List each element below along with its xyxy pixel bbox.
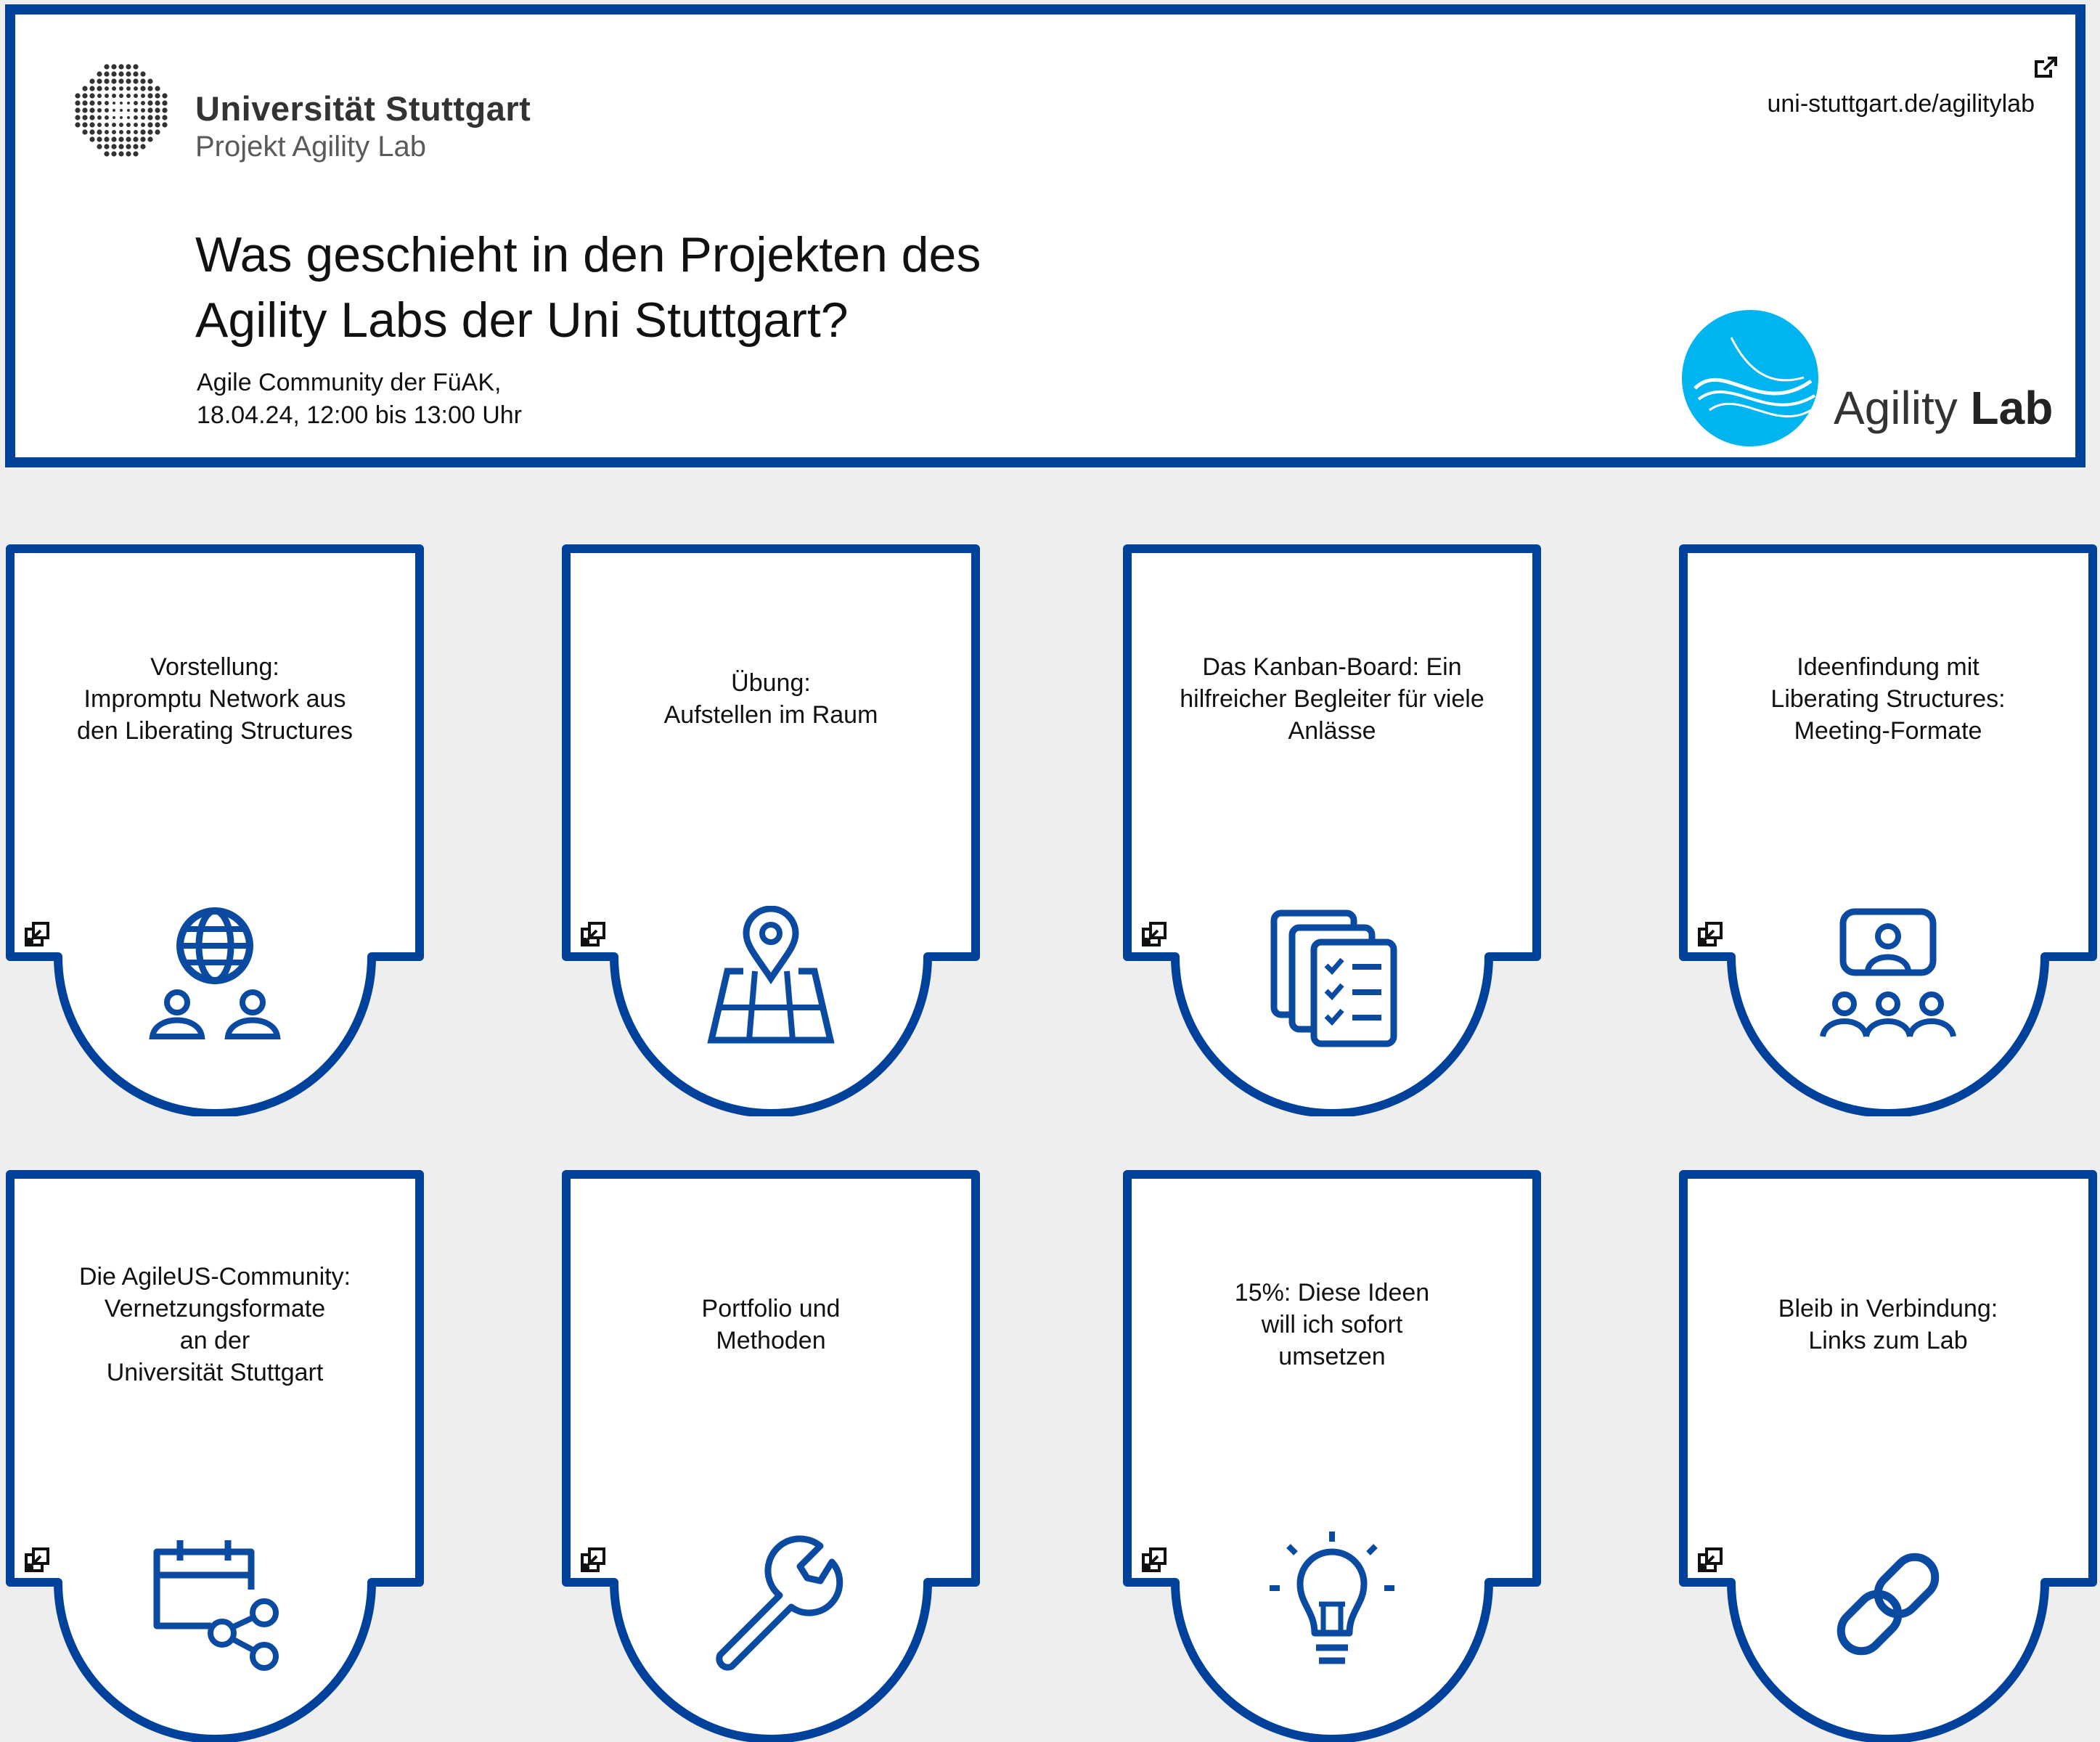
card-4[interactable]: Ideenfindung mit Liberating Structures: Me… <box>1678 543 2099 1116</box>
meeting-icon <box>1820 908 1956 1038</box>
card-label-line: umsetzen <box>1278 1343 1386 1370</box>
open-link-icon[interactable] <box>23 1546 51 1574</box>
calendar-share-icon <box>153 1540 279 1671</box>
card-label-line: Anlässe <box>1288 717 1376 745</box>
event-date: 18.04.24, 12:00 bis 13:00 Uhr <box>197 401 522 429</box>
card-label-line: Links zum Lab <box>1808 1327 1968 1354</box>
card-6[interactable]: Portfolio und Methoden <box>560 1169 981 1742</box>
card-label: Bleib in Verbindung: Links zum Lab <box>1714 1293 2062 1357</box>
university-logo-icon <box>75 64 168 157</box>
card-label: Portfolio und Methoden <box>597 1293 945 1357</box>
card-shape <box>1679 544 2097 1116</box>
wrench-icon <box>716 1535 843 1671</box>
card-label: Das Kanban-Board: Ein hilfreicher Begleit… <box>1158 651 1506 747</box>
card-1[interactable]: Vorstellung: Impromptu Network aus den Lib… <box>4 543 425 1116</box>
lab-url-link[interactable]: uni-stuttgart.de/agilitylab <box>1767 90 2035 118</box>
checklist-icon <box>1270 909 1397 1047</box>
card-label: Übung: Aufstellen im Raum <box>597 667 945 731</box>
lightbulb-icon <box>1270 1532 1394 1664</box>
card-label-line: Vorstellung: <box>150 653 279 681</box>
card-3[interactable]: Das Kanban-Board: Ein hilfreicher Begleit… <box>1122 543 1543 1116</box>
card-label: Die AgileUS-Community: Vernetzungsformate… <box>41 1261 389 1389</box>
external-link-icon[interactable] <box>2034 55 2059 80</box>
card-shape <box>6 544 424 1116</box>
open-link-icon[interactable] <box>579 1546 607 1574</box>
logo-word-lab: Lab <box>1970 382 2054 434</box>
header-banner: Universität Stuttgart Projekt Agility La… <box>5 4 2085 467</box>
card-label-line: Das Kanban-Board: Ein <box>1202 653 1462 681</box>
link-icon <box>1837 1553 1940 1656</box>
card-5[interactable]: Die AgileUS-Community: Vernetzungsformate… <box>4 1169 425 1742</box>
open-link-icon[interactable] <box>579 920 607 948</box>
open-link-icon[interactable] <box>23 920 51 948</box>
card-2[interactable]: Übung: Aufstellen im Raum <box>560 543 981 1116</box>
card-label-line: an der <box>179 1327 250 1354</box>
card-label-line: Meeting-Formate <box>1794 717 1982 745</box>
page-title-line-1: Was geschieht in den Projekten des <box>195 227 981 282</box>
card-label-line: will ich sofort <box>1261 1311 1403 1338</box>
card-label-line: Impromptu Network aus <box>83 685 346 713</box>
open-link-icon[interactable] <box>1140 1546 1168 1574</box>
open-link-icon[interactable] <box>1696 1546 1724 1574</box>
card-label-line: Liberating Structures: <box>1770 685 2006 713</box>
event-name: Agile Community der FüAK, <box>197 369 502 396</box>
card-7[interactable]: 15%: Diese Ideen will ich sofort umsetzen <box>1122 1169 1543 1742</box>
card-label: Ideenfindung mit Liberating Structures: Me… <box>1714 651 2062 747</box>
card-label-line: den Liberating Structures <box>77 717 353 745</box>
globe-people-icon <box>149 907 281 1039</box>
page-title-line-2: Agility Labs der Uni Stuttgart? <box>195 293 849 348</box>
card-label-line: Portfolio und <box>701 1295 841 1322</box>
university-name: Universität Stuttgart <box>195 89 531 128</box>
open-link-icon[interactable] <box>1140 920 1168 948</box>
card-label-line: Ideenfindung mit <box>1797 653 1980 681</box>
card-label-line: hilfreicher Begleiter für viele <box>1180 685 1484 713</box>
card-shape <box>562 544 980 1116</box>
project-name: Projekt Agility Lab <box>195 131 426 163</box>
agility-lab-logo-icon <box>1682 310 1818 446</box>
card-label-line: Bleib in Verbindung: <box>1778 1295 1998 1322</box>
card-label-line: Aufstellen im Raum <box>663 701 878 729</box>
card-label-line: Die AgileUS-Community: <box>78 1263 351 1291</box>
open-link-icon[interactable] <box>1696 920 1724 948</box>
agility-lab-wordmark: Agility Lab <box>1834 381 2053 435</box>
card-label-line: 15%: Diese Ideen <box>1234 1279 1430 1306</box>
card-label-line: Vernetzungsformate <box>104 1295 326 1322</box>
logo-word-agility: Agility <box>1834 382 1958 434</box>
card-8[interactable]: Bleib in Verbindung: Links zum Lab <box>1678 1169 2099 1742</box>
card-label: Vorstellung: Impromptu Network aus den Lib… <box>41 651 389 747</box>
card-label-line: Universität Stuttgart <box>106 1359 324 1386</box>
card-label-line: Methoden <box>716 1327 826 1354</box>
card-shape <box>1123 544 1541 1116</box>
card-label: 15%: Diese Ideen will ich sofort umsetzen <box>1158 1277 1506 1373</box>
card-label-line: Übung: <box>731 669 811 697</box>
map-pin-icon <box>707 906 835 1044</box>
